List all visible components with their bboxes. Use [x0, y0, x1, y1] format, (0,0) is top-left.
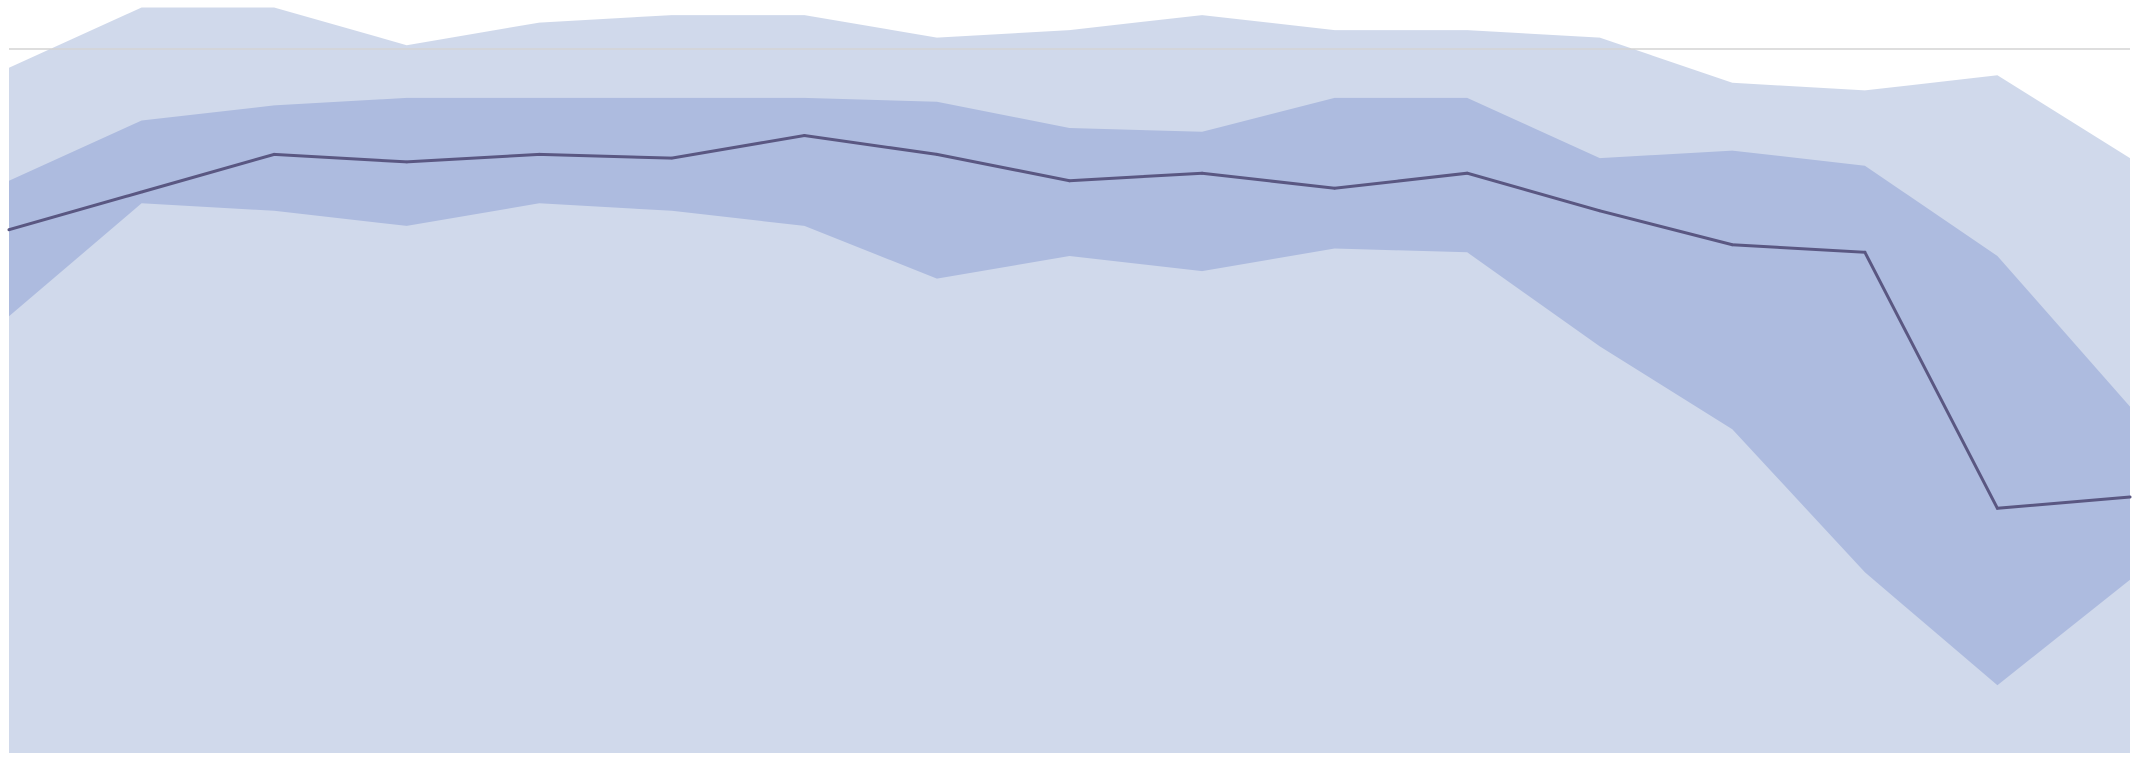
center-line-point	[1333, 187, 1336, 190]
center-line-point	[1996, 507, 1999, 510]
center-line-point	[1201, 172, 1204, 175]
center-line-point	[1731, 243, 1734, 246]
center-line-point	[538, 153, 541, 156]
center-line-point	[1598, 209, 1601, 212]
center-line-point	[670, 157, 673, 160]
center-line-point	[273, 153, 276, 156]
center-line-point	[1466, 172, 1469, 175]
center-line-point	[2129, 496, 2132, 499]
center-line-point	[405, 160, 408, 163]
center-line-point	[140, 191, 143, 194]
center-line-point	[1863, 251, 1866, 254]
center-line-point	[1068, 179, 1071, 182]
center-line-point	[803, 134, 806, 137]
center-line-point	[8, 228, 11, 231]
center-line-point	[935, 153, 938, 156]
plot-area	[8, 8, 2132, 754]
